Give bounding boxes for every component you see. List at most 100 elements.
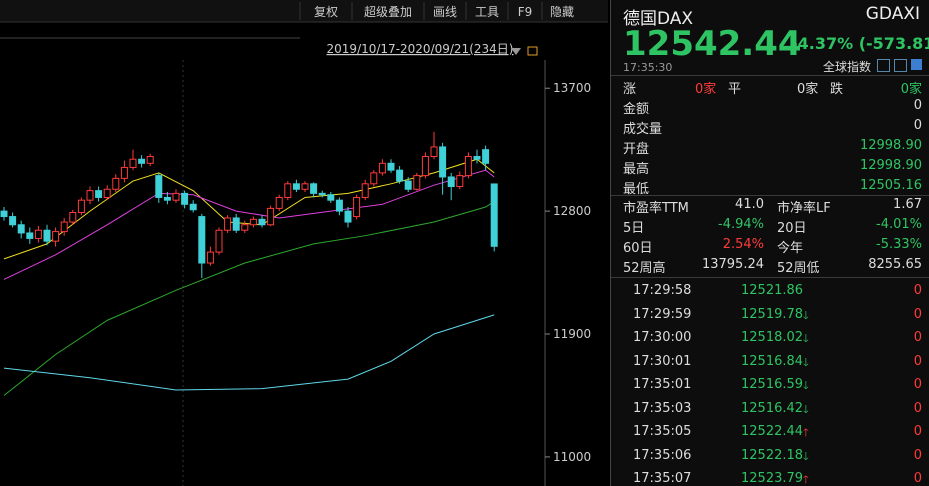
stat-label: 开盘 [623,142,650,157]
index-code: GDAXI [865,4,920,24]
ratio-value: 1.67 [893,197,922,212]
candle-body [370,172,378,185]
price-change: -4.37% (-573.81) [791,34,929,53]
edit-icon[interactable] [877,59,890,72]
tick-volume: 0 [913,424,922,439]
tick-time: 17:35:06 [633,447,692,463]
candle-body [249,218,257,226]
candle-body [344,210,352,223]
candle-body [361,183,369,198]
candle-body [0,210,8,218]
divider [611,277,929,278]
stat-value: 12998.90 [859,158,922,173]
toolbar-tab[interactable]: 画线 [433,5,457,19]
market-label: 全球指数 [823,60,872,74]
candle-body [284,183,292,198]
candle-body [232,217,240,231]
candle-body [34,229,42,239]
stat-label: 最高 [623,162,650,177]
tick-time: 17:35:05 [633,424,692,439]
candle-body [258,218,266,226]
tick-time: 17:35:01 [633,377,692,392]
toolbar-tab[interactable]: 复权 [314,5,338,19]
dropdown-icon[interactable] [511,48,521,55]
ratio-label: 5日 [623,221,645,236]
tick-price: 12521.86 [741,283,804,298]
quote-time: 17:35:30 [623,61,673,74]
tick-arrow: 🡓 [803,308,809,322]
toolbar-tab[interactable]: 隐藏 [550,5,574,19]
y-tick-label: 13700 [553,81,591,95]
ratio-value: 8255.65 [868,257,922,272]
moving-average [3,201,495,396]
candle-body [447,176,455,188]
tick-arrow: 🡓 [803,402,809,416]
toolbar-tab[interactable]: F9 [518,5,533,19]
candle-body [378,162,386,174]
add-icon[interactable] [911,59,922,70]
candle-body [120,166,128,179]
candle-body [413,175,421,190]
ratio-label: 52周低 [777,261,820,276]
index-name: 德国DAX [623,9,694,29]
candle-body [155,175,163,198]
tick-volume: 0 [913,283,922,298]
tick-price: 12519.78 [741,306,804,322]
candle-body [189,203,197,211]
candle-body [146,155,154,164]
candle-body [86,190,94,201]
stat-value: 0 [913,118,922,133]
candle-body [404,180,412,190]
ratio-value: -4.94% [718,217,764,232]
tick-price: 12523.79 [741,471,804,486]
tick-arrow: 🡓 [803,449,809,463]
candle-body [52,231,60,242]
toolbar [0,0,608,22]
tick-price: 12522.44 [741,424,804,439]
candle-body [387,162,395,171]
tick-price: 12516.42 [741,400,804,416]
ratio-label: 今年 [777,241,804,256]
candle-body [396,169,404,182]
y-tick-label: 11000 [553,450,591,464]
stat-value: 0 [913,98,922,113]
lock-icon[interactable] [527,46,538,56]
toolbar-tab[interactable]: 工具 [475,5,499,19]
tick-volume: 0 [913,377,922,392]
candle-body [206,251,214,264]
alert-icon[interactable] [894,59,907,72]
candle-body [490,183,498,247]
tick-volume: 0 [913,471,922,486]
tick-arrow: 🡑 [803,473,809,486]
tick-time: 17:30:00 [633,330,692,345]
tick-volume: 0 [913,400,922,416]
candle-body [464,155,472,177]
moving-average [3,158,495,260]
candle-body [267,207,275,226]
stat-label: 金额 [623,102,650,117]
tick-arrow: 🡓 [803,332,809,345]
ratio-label: 52周高 [623,261,666,276]
tick-volume: 0 [913,353,922,369]
tick-price: 12516.84 [741,353,804,369]
flat-count: 0家 [797,82,819,97]
candle-body [129,158,137,168]
candle-body [224,217,232,231]
ratio-label: 市净率LF [777,201,831,216]
candle-body [17,224,25,234]
candle-body [60,221,68,233]
candle-body [69,211,77,223]
tick-volume: 0 [913,447,922,463]
toolbar-tab[interactable]: 超级叠加 [364,4,412,19]
candle-body [241,224,249,231]
tick-arrow: 🡓 [803,379,809,392]
tick-arrow: 🡓 [803,355,809,369]
tick-time: 17:29:58 [633,283,692,298]
ratio-label: 20日 [777,221,807,236]
tick-volume: 0 [913,306,922,322]
candle-body [421,155,429,177]
tick-price: 12522.18 [741,447,804,463]
ratio-value: -4.01% [876,217,922,232]
candle-body [77,199,85,213]
